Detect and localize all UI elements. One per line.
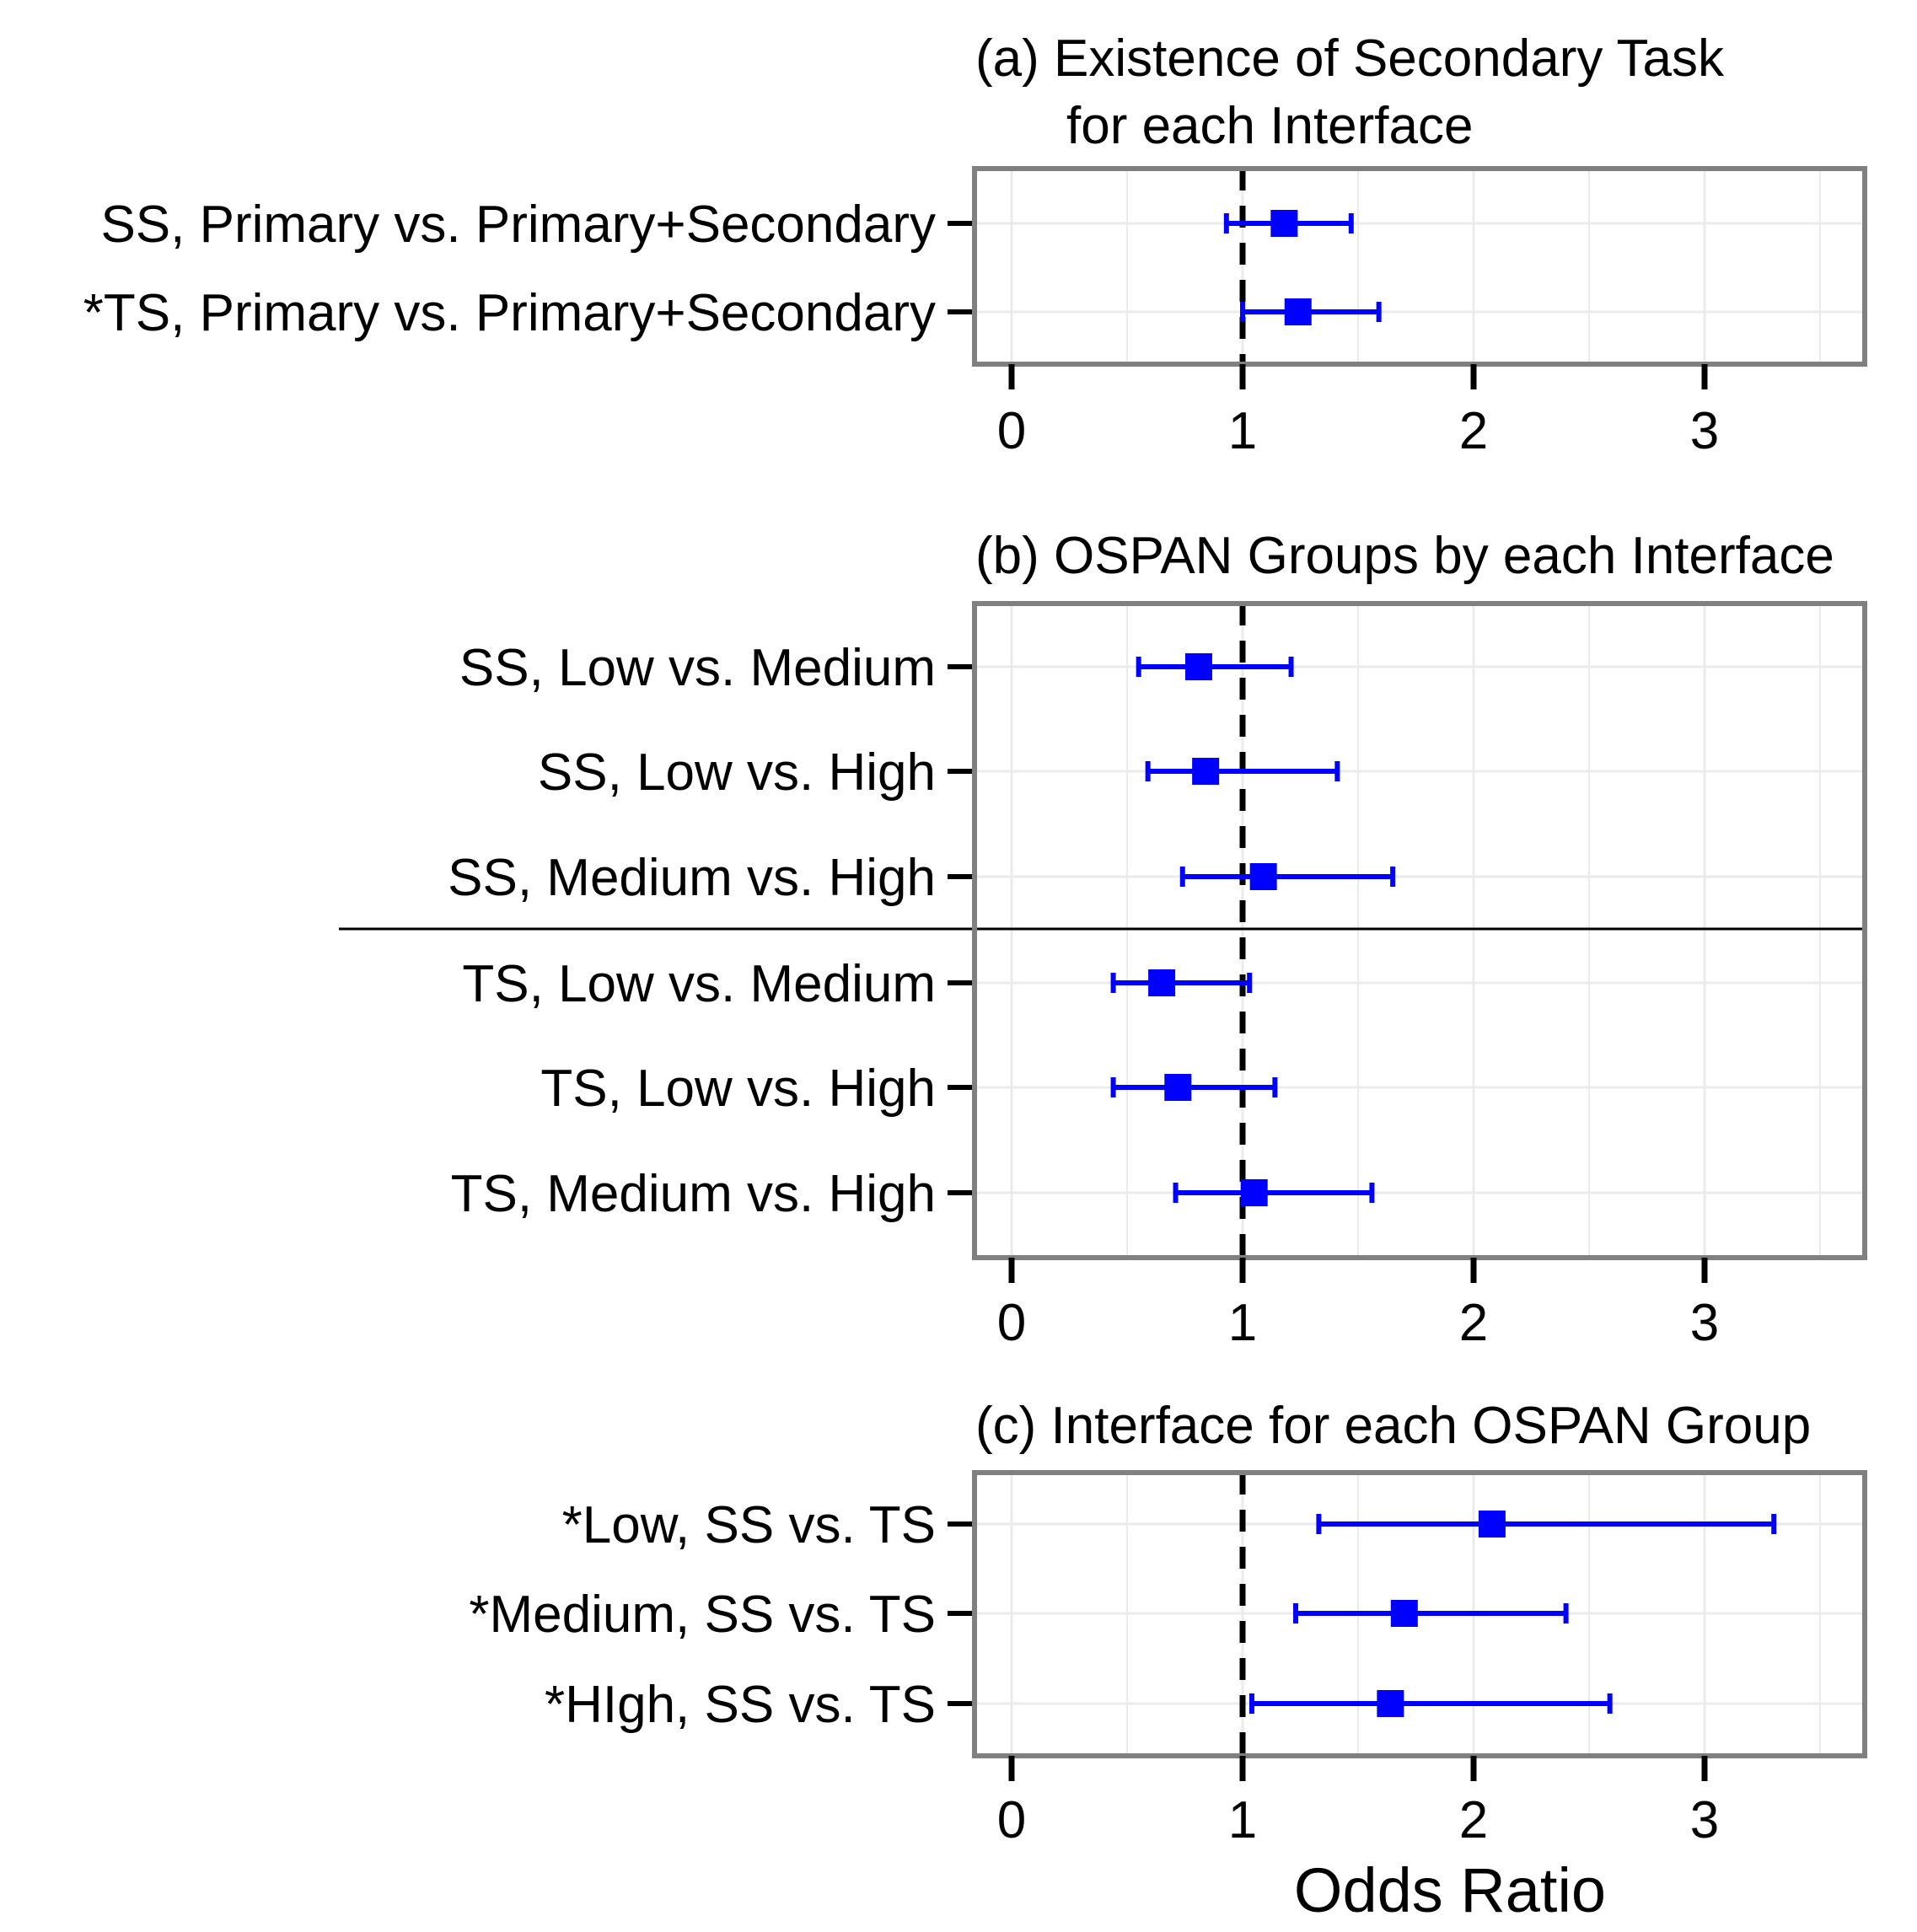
point-estimate	[1148, 969, 1176, 996]
x-tick-label: 0	[997, 402, 1026, 460]
row-label: SS, Medium vs. High	[448, 849, 936, 907]
point-estimate	[1240, 1179, 1268, 1206]
row-label: TS, Low vs. Medium	[462, 955, 936, 1013]
row-label: *HIgh, SS vs. TS	[545, 1676, 936, 1734]
point-estimate	[1390, 1600, 1418, 1627]
x-tick-label: 2	[1459, 1791, 1488, 1849]
panel-border	[972, 601, 1867, 1260]
panel-title: (a) Existence of Secondary Task	[975, 30, 1725, 88]
x-tick-label: 0	[997, 1791, 1026, 1849]
row-label: *TS, Primary vs. Primary+Secondary	[83, 284, 936, 342]
row-label: SS, Primary vs. Primary+Secondary	[100, 196, 936, 254]
x-tick-label: 1	[1228, 402, 1257, 460]
x-tick-label: 3	[1690, 402, 1719, 460]
x-tick-label: 0	[997, 1294, 1026, 1352]
panel-title: (c) Interface for each OSPAN Group	[975, 1397, 1811, 1455]
point-estimate	[1270, 210, 1298, 237]
point-estimate	[1377, 1690, 1404, 1717]
row-label: *Low, SS vs. TS	[562, 1496, 936, 1554]
panel-title: for each Interface	[1066, 97, 1474, 155]
x-tick-label: 2	[1459, 402, 1488, 460]
point-estimate	[1164, 1074, 1192, 1101]
row-label: TS, Low vs. High	[540, 1060, 936, 1118]
x-tick-label: 2	[1459, 1294, 1488, 1352]
row-label: *Medium, SS vs. TS	[469, 1586, 936, 1644]
panel-1: (a) Existence of Secondary Task for each …	[83, 30, 1867, 460]
point-estimate	[1249, 863, 1277, 890]
panel-border	[972, 1470, 1867, 1758]
x-tick-label: 1	[1228, 1791, 1257, 1849]
panel-2: (b) OSPAN Groups by each Interface SS, Lo…	[339, 527, 1867, 1352]
point-estimate	[1478, 1511, 1506, 1538]
panel-border	[972, 166, 1867, 367]
row-label: SS, Low vs. Medium	[459, 639, 936, 697]
x-axis-title: Odds Ratio	[1294, 1855, 1606, 1925]
row-label: SS, Low vs. High	[538, 743, 936, 802]
x-tick-label: 3	[1690, 1791, 1719, 1849]
point-estimate	[1284, 298, 1312, 325]
point-estimate	[1192, 758, 1220, 785]
panel-title: (b) OSPAN Groups by each Interface	[975, 527, 1834, 585]
panel-3: (c) Interface for each OSPAN Group *Low, …	[469, 1397, 1867, 1849]
point-estimate	[1184, 653, 1212, 680]
x-tick-label: 3	[1690, 1294, 1719, 1352]
row-label: TS, Medium vs. High	[451, 1165, 936, 1223]
x-tick-label: 1	[1228, 1294, 1257, 1352]
